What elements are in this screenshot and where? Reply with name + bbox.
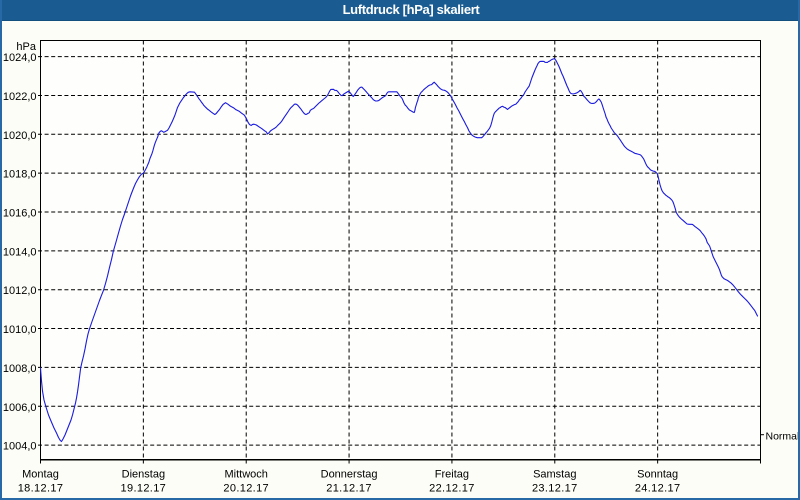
svg-text:23.12.17: 23.12.17 [532,483,578,495]
svg-text:21.12.17: 21.12.17 [326,483,372,495]
svg-text:Montag: Montag [22,469,59,481]
svg-text:1004,0: 1004,0 [3,441,37,453]
svg-text:Donnerstag: Donnerstag [321,469,378,481]
svg-text:Mittwoch: Mittwoch [225,469,268,481]
svg-text:1022,0: 1022,0 [3,91,37,103]
svg-text:18.12.17: 18.12.17 [18,483,64,495]
svg-text:1014,0: 1014,0 [3,246,37,258]
svg-text:24.12.17: 24.12.17 [635,483,681,495]
svg-text:Samstag: Samstag [533,469,576,481]
svg-text:hPa: hPa [16,41,36,53]
svg-text:1010,0: 1010,0 [3,324,37,336]
svg-text:Sonntag: Sonntag [637,469,678,481]
svg-text:1012,0: 1012,0 [3,285,37,297]
svg-text:Dienstag: Dienstag [122,469,165,481]
svg-text:1016,0: 1016,0 [3,208,37,220]
svg-text:1024,0: 1024,0 [3,52,37,64]
svg-text:19.12.17: 19.12.17 [121,483,167,495]
svg-text:1018,0: 1018,0 [3,169,37,181]
svg-text:Normal: Normal [766,431,800,443]
svg-text:22.12.17: 22.12.17 [429,483,475,495]
svg-text:Freitag: Freitag [435,469,469,481]
svg-text:20.12.17: 20.12.17 [223,483,269,495]
svg-text:1006,0: 1006,0 [3,402,37,414]
svg-text:1008,0: 1008,0 [3,363,37,375]
svg-text:1020,0: 1020,0 [3,130,37,142]
